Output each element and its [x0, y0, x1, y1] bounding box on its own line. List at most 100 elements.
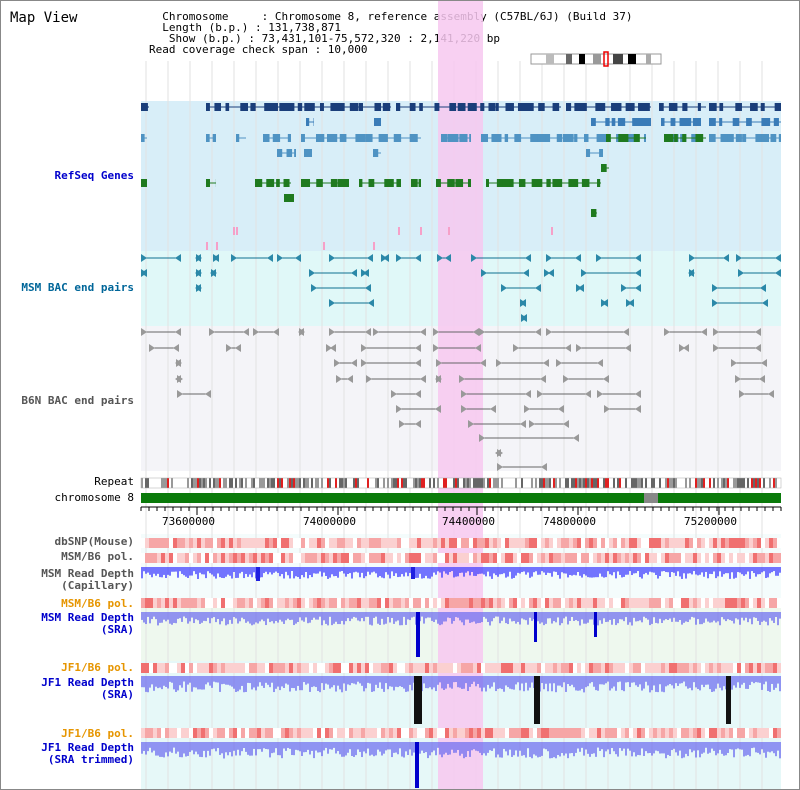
repeat-block [557, 478, 559, 488]
depth-bar [445, 676, 447, 689]
depth-bar [671, 742, 673, 751]
depth-bar [147, 676, 149, 693]
depth-bar [765, 742, 767, 758]
depth-bar [551, 742, 553, 759]
depth-bar [439, 612, 441, 626]
bac-end-arrow [415, 420, 421, 428]
depth-bar [167, 676, 169, 689]
bac-end-arrow [520, 299, 526, 307]
gene-exon [419, 103, 423, 111]
polymorphism-cell [289, 728, 293, 738]
depth-bar [189, 567, 191, 576]
repeat-block [591, 478, 593, 488]
depth-bar [211, 676, 213, 688]
bac-end-arrow [497, 463, 503, 471]
depth-bar [371, 676, 373, 692]
gene-exon [409, 134, 418, 142]
repeat-block [477, 478, 479, 488]
depth-bar [749, 676, 751, 685]
polymorphism-cell [717, 728, 721, 738]
depth-bar [757, 612, 759, 621]
polymorphism-cell [737, 553, 741, 563]
polymorphism-cell [473, 553, 477, 563]
polymorphism-cell [589, 728, 593, 738]
depth-bar [679, 567, 681, 577]
repeat-block [577, 478, 579, 488]
polymorphism-cell [665, 728, 669, 738]
polymorphism-cell [549, 553, 553, 563]
bac-end-arrow [330, 344, 336, 352]
depth-bar [421, 742, 423, 751]
polymorphism-cell [641, 598, 645, 608]
depth-bar [537, 567, 539, 575]
polymorphism-cell [157, 553, 161, 563]
bac-end-arrow [496, 359, 502, 367]
polymorphism-cell [517, 728, 521, 738]
length-line: Length (b.p.) : 131,738,871 [149, 21, 342, 34]
depth-bar [583, 742, 585, 756]
polymorphism-cell [397, 728, 401, 738]
polymorphism-cell [641, 663, 645, 673]
polymorphism-cell [565, 728, 569, 738]
polymorphism-cell [241, 553, 245, 563]
gene-exon [382, 103, 391, 111]
depth-bar [613, 567, 615, 573]
bac-end-arrow [329, 328, 335, 336]
repeat-block [741, 478, 743, 488]
repeat-block [773, 478, 775, 488]
gene-exon [597, 179, 601, 187]
bac-end-arrow [543, 359, 549, 367]
depth-bar [605, 612, 607, 623]
polymorphism-cell [553, 598, 557, 608]
polymorphism-cell [365, 663, 369, 673]
depth-bar [267, 567, 269, 575]
depth-bar [295, 742, 297, 750]
depth-bar [537, 742, 539, 758]
polymorphism-cell [725, 663, 729, 673]
repeat-block [707, 478, 709, 488]
depth-bar [407, 612, 409, 620]
depth-bar [759, 612, 761, 625]
depth-bar [277, 612, 279, 623]
bac-end-arrow [762, 299, 768, 307]
depth-spike [534, 612, 537, 642]
depth-bar [501, 742, 503, 758]
gene-exon [646, 118, 651, 126]
repeat-block [547, 478, 549, 488]
repeat-block [567, 478, 569, 488]
repeat-block [779, 478, 781, 488]
depth-bar [291, 676, 293, 688]
repeat-block [463, 478, 465, 488]
depth-bar [237, 612, 239, 624]
depth-bar [199, 676, 201, 690]
depth-bar [147, 612, 149, 617]
bac-end-arrow [420, 375, 426, 383]
polymorphism-cell [701, 538, 705, 548]
polymorphism-cell [633, 538, 637, 548]
depth-bar [623, 742, 625, 749]
polymorphism-cell [769, 538, 773, 548]
gene-exon [330, 103, 342, 111]
gene-exon [732, 118, 740, 126]
gene-exon [599, 149, 603, 157]
gene-exon [661, 118, 665, 126]
polymorphism-cell [641, 538, 645, 548]
depth-bar [191, 742, 193, 751]
polymorphism-cell [605, 728, 609, 738]
depth-bar [563, 567, 565, 574]
polymorphism-cell [393, 728, 397, 738]
repeat-block [195, 478, 197, 488]
depth-bar [359, 612, 361, 622]
repeat-block [499, 478, 501, 488]
depth-bar [699, 612, 701, 625]
polymorphism-cell [253, 598, 257, 608]
depth-bar [173, 612, 175, 623]
depth-bar [279, 676, 281, 691]
polymorphism-cell [729, 728, 733, 738]
depth-bar [555, 676, 557, 693]
depth-bar [225, 612, 227, 626]
ideogram-band [579, 54, 585, 64]
depth-bar [315, 676, 317, 688]
depth-bar [231, 612, 233, 624]
